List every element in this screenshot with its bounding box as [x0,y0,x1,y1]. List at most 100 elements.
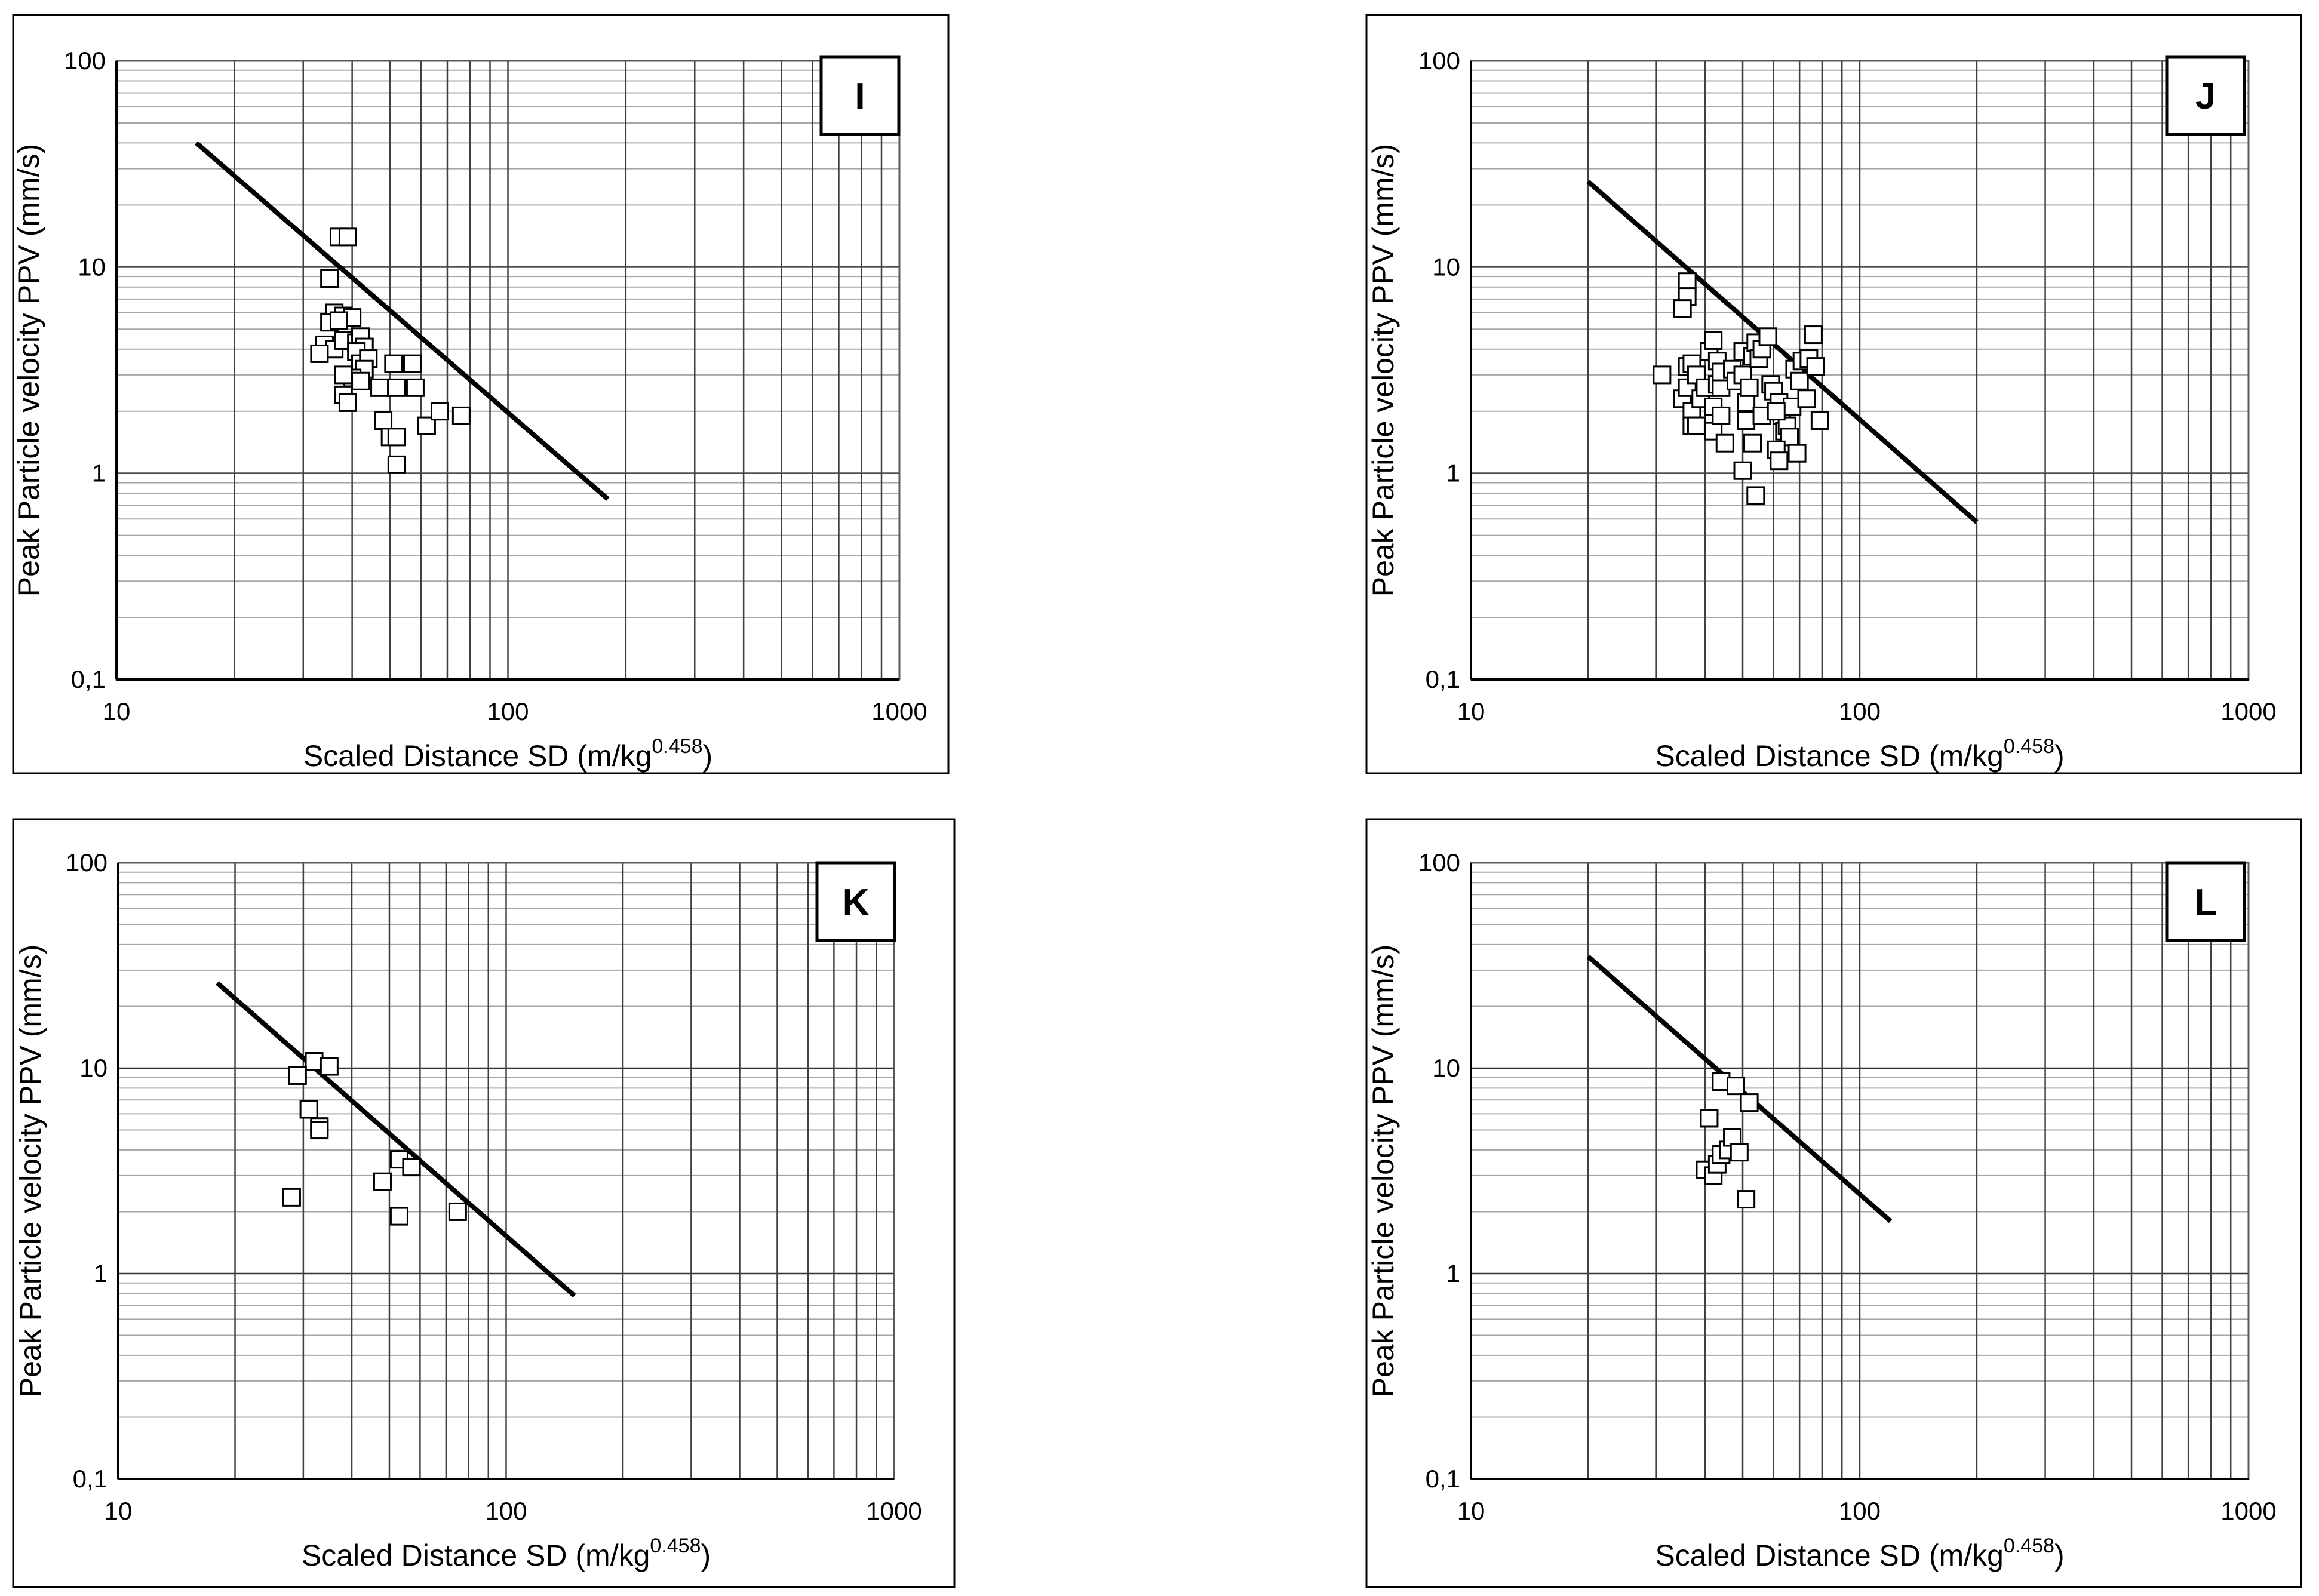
panel-label-box [2165,55,2246,136]
data-point-marker [1770,451,1789,471]
regression-line [195,141,610,501]
x-tick-label: 1000 [2220,697,2276,725]
data-point-marker [1704,331,1723,350]
x-tick-label: 10 [103,697,131,725]
x-axis-title-text: Scaled Distance SD (m/kg [1655,739,2004,773]
chart-panel-k: 0,1 1 10 100 10 100 1000 Scaled Distance SD (m/… [12,818,956,1588]
data-point-marker [387,455,406,474]
panel-label-box [815,861,896,942]
data-point-marker [1673,299,1692,318]
panel-label: L [2194,882,2217,923]
data-point-marker [1740,378,1759,397]
y-tick-label: 10 [1432,253,1460,281]
x-axis-title-exponent: 0.458 [2004,1535,2054,1557]
data-point-marker [451,406,471,425]
y-tick-label: 1 [92,459,106,487]
y-tick-label: 10 [79,1054,107,1082]
data-point-marker [334,365,353,385]
data-point-marker [374,411,393,430]
gridlines [118,863,894,1479]
data-point-marker [1737,1190,1756,1209]
y-tick-label: 1 [1446,1259,1460,1287]
data-point-marker [1712,406,1731,425]
x-axis-title-text: Scaled Distance SD (m/kg [1655,1539,2004,1572]
data-point-marker [1806,357,1825,376]
gridlines [116,61,899,679]
y-tick-label: 10 [78,253,106,281]
x-axis-title-exponent: 0.458 [650,1535,701,1557]
data-points [1653,272,1829,505]
data-points [282,1052,467,1226]
x-axis-title-suffix: ) [2054,1539,2065,1572]
x-axis-title: Scaled Distance SD (m/kg0.458) [1655,735,2064,773]
data-points [310,227,471,474]
y-tick-label: 0,1 [1426,1465,1460,1493]
data-point-marker [1733,461,1752,480]
data-point-marker [329,311,348,330]
data-point-marker [1715,433,1734,453]
panel-label-box [2165,861,2246,942]
gridlines [1471,61,2249,679]
x-tick-label: 1000 [2220,1497,2276,1525]
y-tick-label: 1 [94,1259,107,1287]
data-point-marker [387,428,406,447]
panel-label: J [2195,76,2216,117]
data-point-marker [351,371,370,390]
data-point-marker [403,354,422,373]
panel-frame [12,818,956,1588]
panel-label: K [843,882,870,923]
data-point-marker [1787,444,1807,463]
data-point-marker [310,344,329,363]
y-tick-label: 100 [64,47,106,75]
x-axis-title: Scaled Distance SD (m/kg0.458) [302,1535,711,1572]
x-tick-label: 10 [1457,697,1485,725]
x-axis-title-text: Scaled Distance SD (m/kg [303,739,652,773]
data-points [1696,1072,1759,1209]
y-axis-title: Peak Particle velocity PPV (mm/s) [14,945,47,1398]
y-axis-title: Peak Particle velocity PPV (mm/s) [1366,945,1400,1398]
x-tick-label: 100 [485,1497,527,1525]
panel-label-box [819,55,901,136]
y-tick-label: 100 [1418,47,1460,75]
chart-panel-i: 0,1 1 10 100 10 100 1000 Scaled Distance SD (m/… [12,14,950,774]
x-tick-label: 1000 [866,1497,922,1525]
panel-label: I [855,76,865,117]
chart-panel-l: 0,1 1 10 100 10 100 1000 Scaled Distance SD (m/… [1365,818,2302,1588]
data-point-marker [320,269,339,288]
data-point-marker [389,1207,408,1226]
data-point-marker [1743,433,1762,453]
data-point-marker [1740,1093,1759,1112]
y-tick-label: 10 [1432,1054,1460,1082]
x-axis-title: Scaled Distance SD (m/kg0.458) [1655,1535,2064,1572]
panel-frame [1365,818,2302,1588]
x-tick-label: 100 [1839,697,1881,725]
x-tick-label: 100 [487,697,529,725]
gridlines [1471,863,2249,1479]
y-tick-label: 100 [66,848,107,877]
x-axis-title-suffix: ) [701,1539,711,1572]
data-point-marker [1687,416,1706,435]
data-point-marker [1758,327,1777,346]
x-axis-title-exponent: 0.458 [2004,735,2054,758]
x-tick-label: 10 [1457,1497,1485,1525]
y-axis-title: Peak Particle velocity PPV (mm/s) [12,144,45,597]
data-point-marker [448,1202,467,1221]
data-point-marker [1746,486,1765,505]
data-point-marker [320,1057,339,1076]
x-axis-title-text: Scaled Distance SD (m/kg [302,1539,650,1572]
data-point-marker [338,393,357,412]
data-point-marker [402,1158,421,1177]
data-point-marker [1730,1143,1749,1162]
data-point-marker [1726,1077,1745,1096]
y-tick-label: 0,1 [71,665,106,693]
data-point-marker [1653,365,1672,385]
x-axis-title-suffix: ) [2054,739,2065,773]
regression-line [1586,180,1979,524]
y-tick-label: 100 [1418,848,1460,877]
data-point-marker [1804,325,1823,345]
data-point-marker [338,227,357,247]
data-point-marker [1700,1109,1719,1128]
data-point-marker [1810,411,1829,430]
data-point-marker [1737,411,1756,430]
